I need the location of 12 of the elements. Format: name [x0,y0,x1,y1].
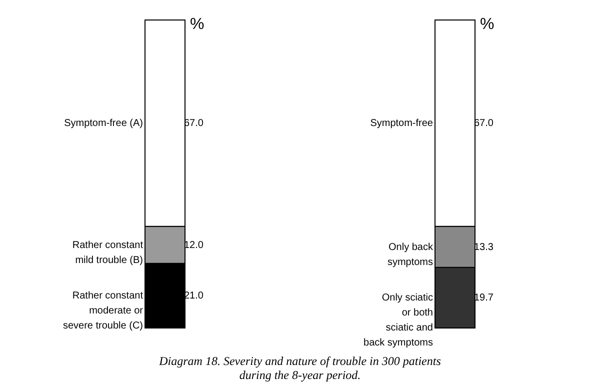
y-axis-title: % [190,16,204,33]
data-label: 12.0 [184,240,204,251]
series-label: Rather constant mild trouble (B) [72,240,144,266]
series-label: Rather constant moderate or severe trouble (C) [62,290,144,332]
text: Diagram 18. Severity and nature of trouble in 300 patients during the 8-year period. [158,354,442,382]
data-label: 13.3 [474,242,494,253]
series-label: Only sciatic or both sciatic and back symptoms [364,292,433,349]
series-label: Symptom-free (A) [64,118,143,130]
y-axis-title: % [480,16,494,33]
data-label: 19.7 [474,292,494,304]
series-label: Only back symptoms [387,242,434,268]
series-label: Symptom-free [370,118,434,130]
